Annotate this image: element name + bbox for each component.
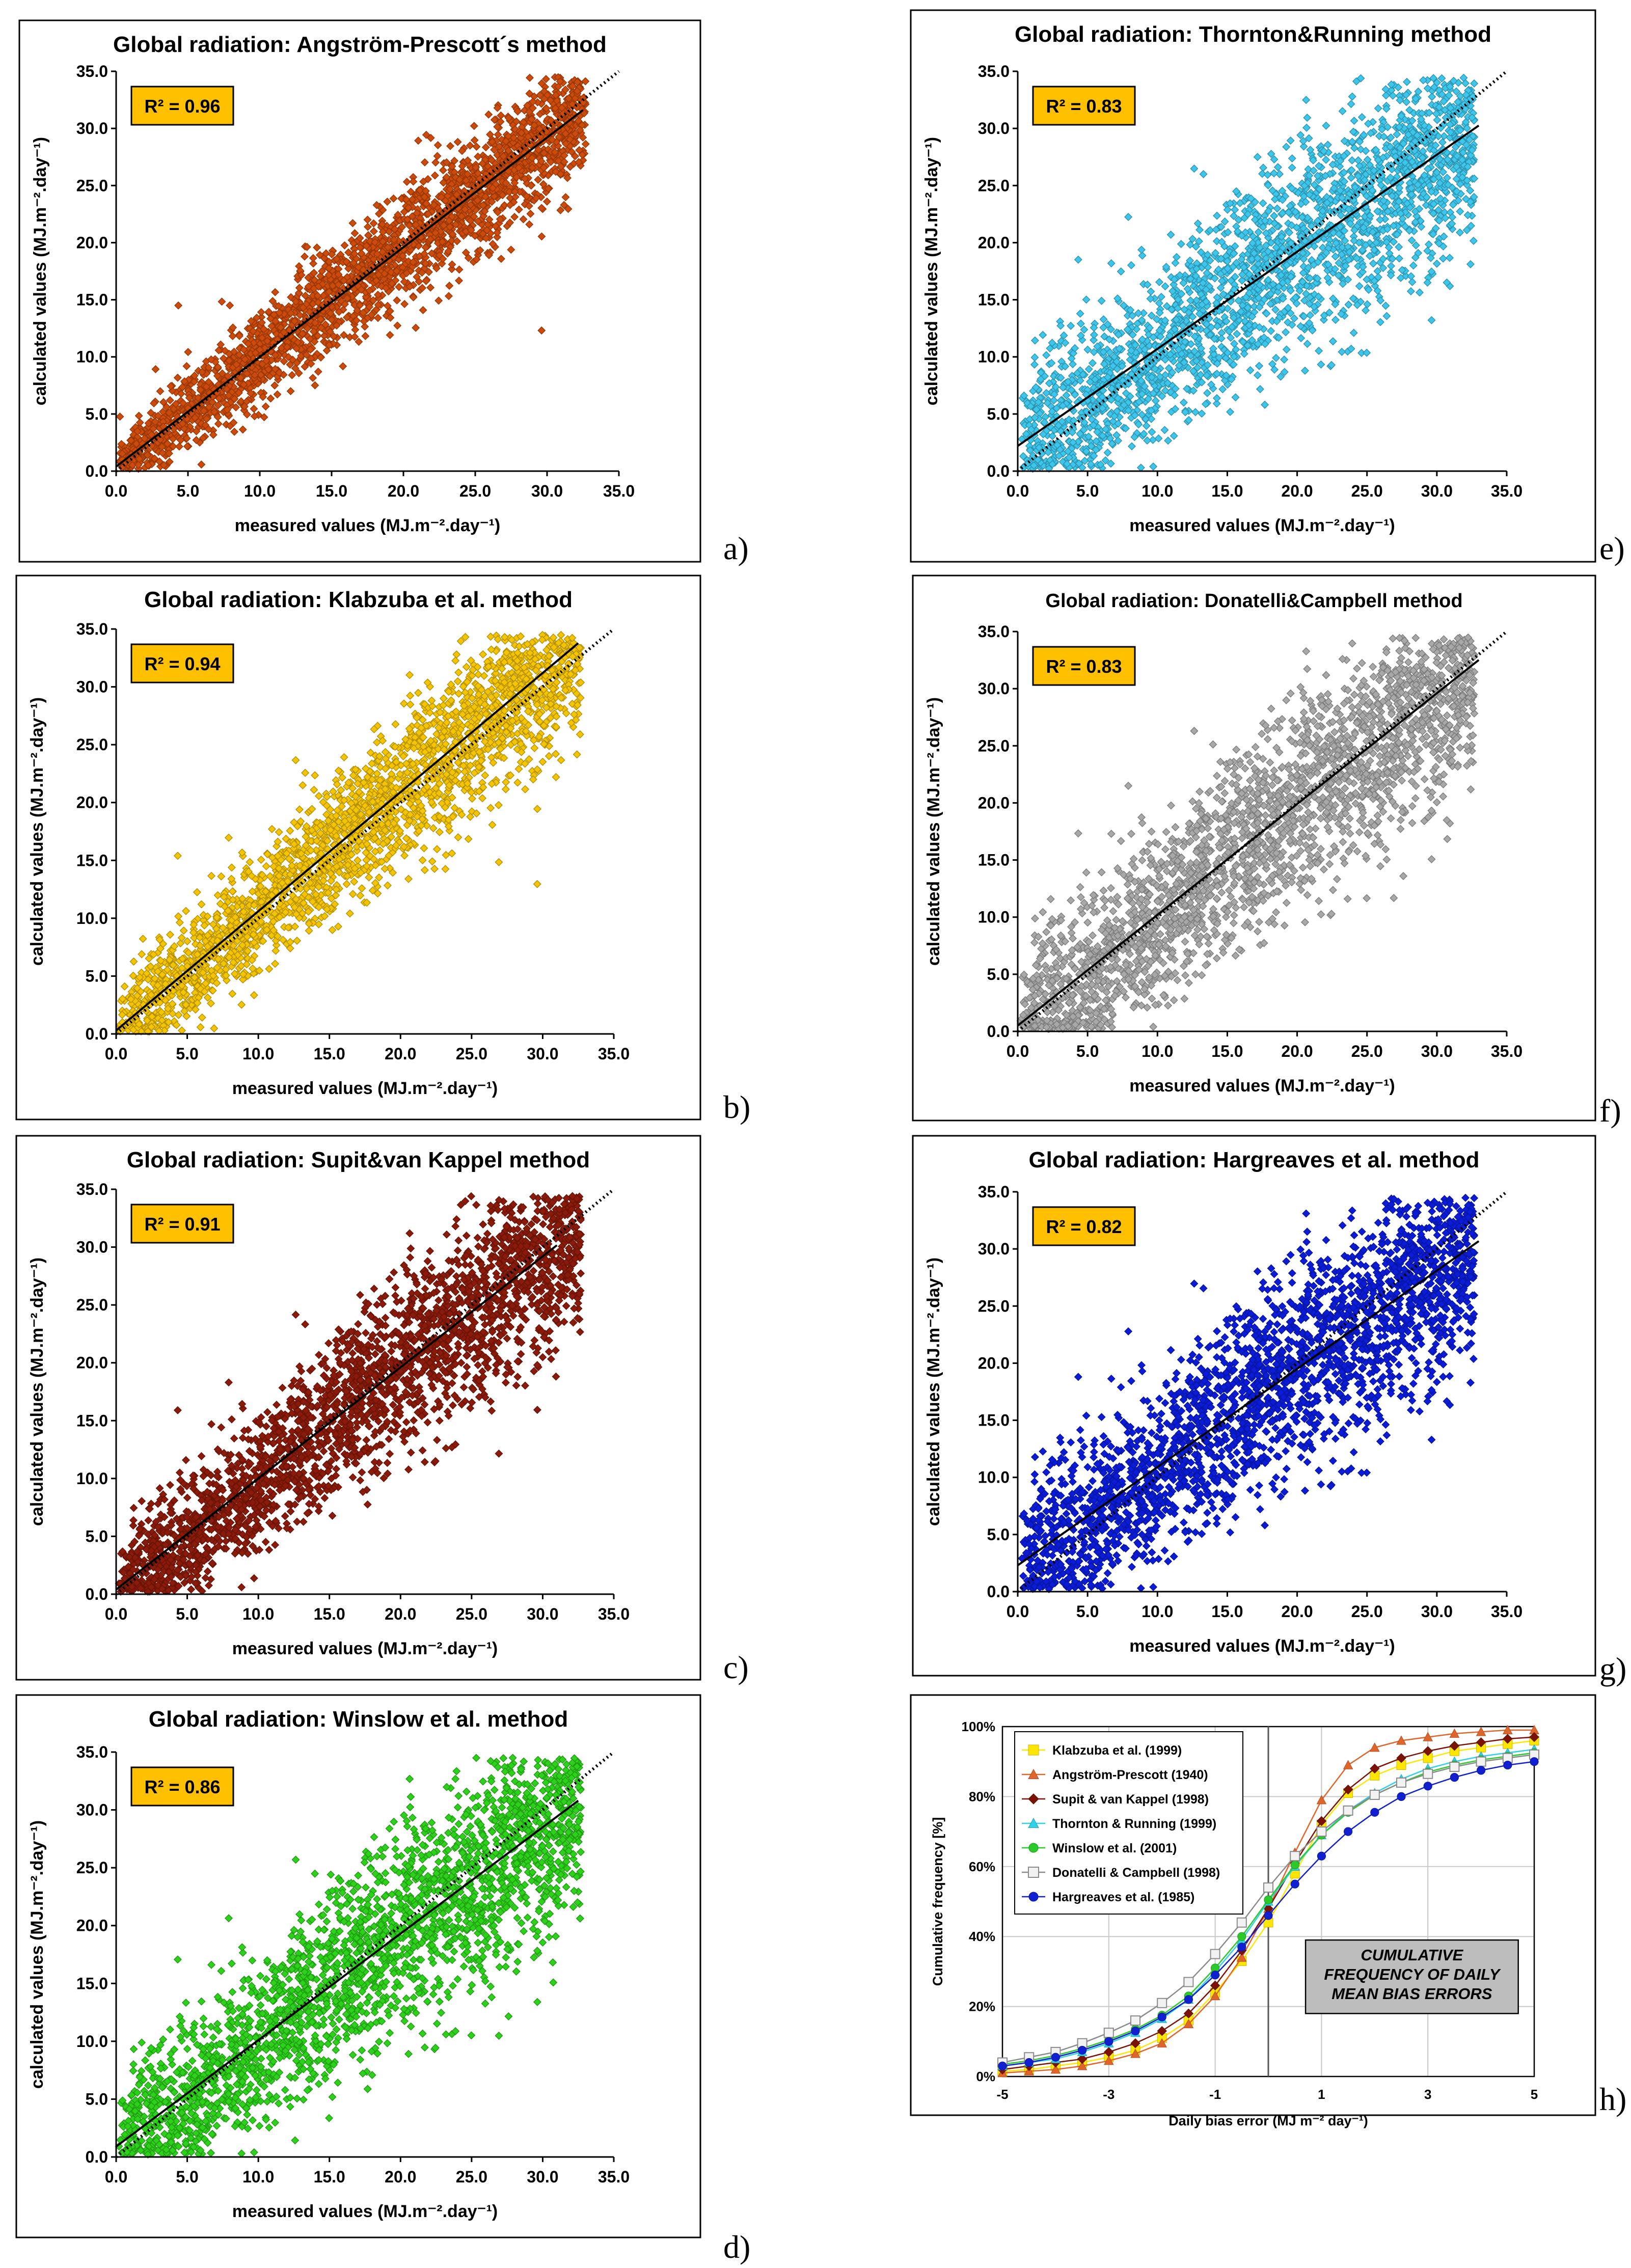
data-point xyxy=(536,91,544,99)
panel-letter: b) xyxy=(723,1089,750,1125)
x-tick-label: 5.0 xyxy=(177,482,199,500)
y-tick-label: 5.0 xyxy=(86,405,108,423)
x-tick-label: 10.0 xyxy=(244,482,276,500)
x-tick-label: 20.0 xyxy=(388,482,419,500)
x-axis-label: measured values (MJ.m⁻².day⁻¹) xyxy=(235,516,501,535)
data-point xyxy=(348,219,357,228)
x-tick-label: 0.0 xyxy=(105,482,127,500)
chart-title: Global radiation: Klabzuba et al. method xyxy=(144,587,573,612)
x-tick-label: 30.0 xyxy=(531,482,563,500)
data-point xyxy=(159,398,168,406)
data-point xyxy=(470,122,478,130)
panel-letter: a) xyxy=(723,530,749,566)
data-point xyxy=(506,194,514,202)
y-tick-label: 25.0 xyxy=(76,176,108,195)
y-tick-label: 35.0 xyxy=(76,62,108,80)
data-point xyxy=(519,215,528,224)
x-tick-label: 35.0 xyxy=(603,482,635,500)
y-tick-label: 30.0 xyxy=(76,119,108,138)
y-tick-label: 15.0 xyxy=(76,291,108,309)
data-point xyxy=(409,173,418,181)
panel-b: b) Global radiation: Klabzuba et al. meth… xyxy=(15,575,750,1125)
x-tick-label: 25.0 xyxy=(459,482,491,500)
r2-label: R² = 0.96 xyxy=(144,96,220,117)
panel-a: a) Global radiation: Angström-Prescott´s … xyxy=(18,19,749,566)
x-tick-label: 15.0 xyxy=(316,482,347,500)
y-tick-label: 10.0 xyxy=(76,348,108,366)
y-axis-label: calculated values (MJ.m⁻².day⁻¹) xyxy=(31,137,50,405)
chart-title: Global radiation: Angström-Prescott´s me… xyxy=(113,32,607,57)
data-point xyxy=(383,198,392,206)
y-tick-label: 20.0 xyxy=(76,233,108,252)
y-tick-label: 0.0 xyxy=(86,462,108,480)
